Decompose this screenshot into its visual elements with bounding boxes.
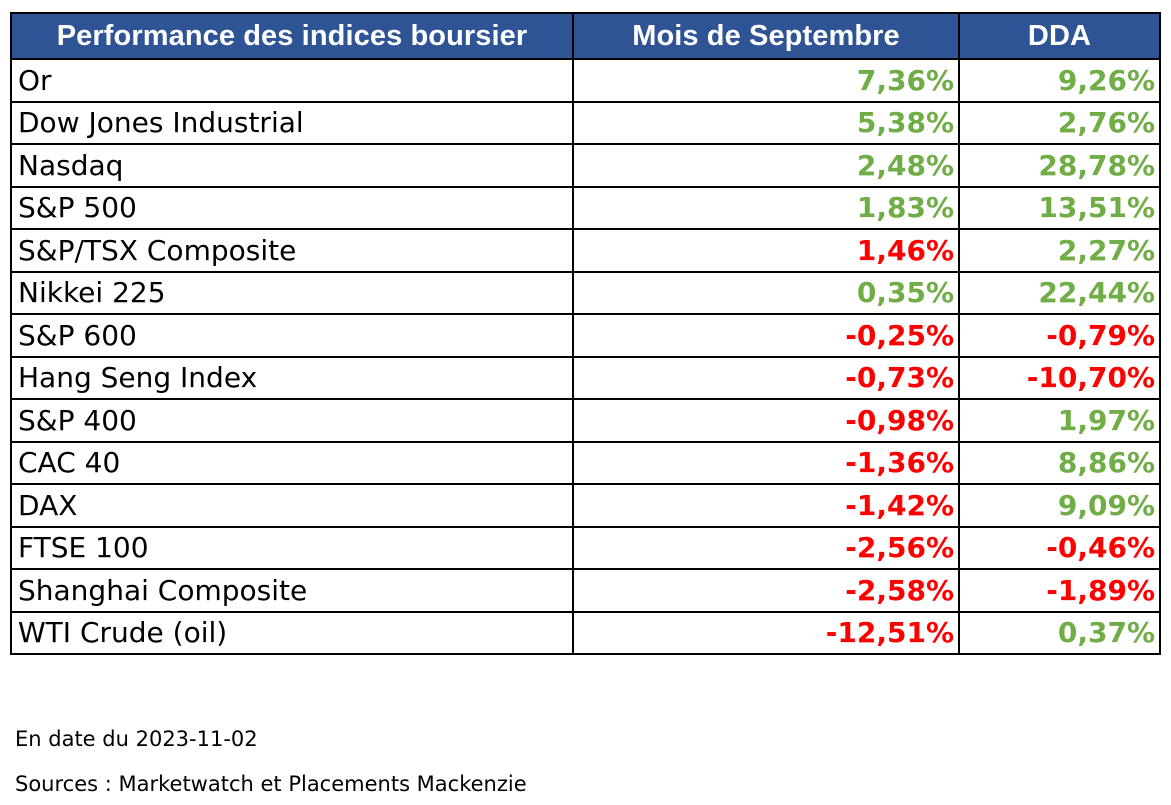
sources-note: Sources : Marketwatch et Placements Mack…	[15, 772, 527, 796]
month-performance-cell: -0,73%	[572, 355, 960, 400]
month-performance-cell: 7,36%	[572, 58, 960, 103]
table-row: WTI Crude (oil) -12,51% 0,37%	[10, 610, 1161, 655]
month-performance-cell: 1,46%	[572, 228, 960, 273]
table-header: Performance des indices boursier Mois de…	[10, 12, 1161, 60]
table-row: S&P 400 -0,98% 1,97%	[10, 398, 1161, 443]
month-performance-cell: -12,51%	[572, 610, 960, 655]
index-name-cell: S&P/TSX Composite	[10, 228, 574, 273]
index-name-cell: Shanghai Composite	[10, 568, 574, 613]
ytd-performance-cell: -0,79%	[958, 313, 1161, 358]
ytd-performance-cell: 2,27%	[958, 228, 1161, 273]
ytd-performance-cell: 9,26%	[958, 58, 1161, 103]
ytd-performance-cell: 13,51%	[958, 185, 1161, 230]
table-row: Nasdaq 2,48% 28,78%	[10, 143, 1161, 188]
month-performance-cell: -2,56%	[572, 525, 960, 570]
month-performance-cell: 2,48%	[572, 143, 960, 188]
table-row: CAC 40 -1,36% 8,86%	[10, 440, 1161, 485]
performance-table: Performance des indices boursier Mois de…	[10, 12, 1161, 655]
month-performance-cell: -2,58%	[572, 568, 960, 613]
table-row: S&P 500 1,83% 13,51%	[10, 185, 1161, 230]
month-performance-cell: 0,35%	[572, 270, 960, 315]
table-row: Or 7,36% 9,26%	[10, 58, 1161, 103]
month-performance-cell: 5,38%	[572, 100, 960, 145]
table-row: Hang Seng Index -0,73% -10,70%	[10, 355, 1161, 400]
header-month: Mois de Septembre	[572, 12, 960, 60]
ytd-performance-cell: -1,89%	[958, 568, 1161, 613]
table-row: S&P 600 -0,25% -0,79%	[10, 313, 1161, 358]
ytd-performance-cell: 8,86%	[958, 440, 1161, 485]
index-name-cell: S&P 500	[10, 185, 574, 230]
index-name-cell: Or	[10, 58, 574, 103]
month-performance-cell: -1,42%	[572, 483, 960, 528]
ytd-performance-cell: 9,09%	[958, 483, 1161, 528]
ytd-performance-cell: 22,44%	[958, 270, 1161, 315]
index-name-cell: DAX	[10, 483, 574, 528]
table-row: Dow Jones Industrial 5,38% 2,76%	[10, 100, 1161, 145]
table-row: Shanghai Composite -2,58% -1,89%	[10, 568, 1161, 613]
month-performance-cell: -0,25%	[572, 313, 960, 358]
header-index-name: Performance des indices boursier	[10, 12, 574, 60]
header-row: Performance des indices boursier Mois de…	[10, 12, 1161, 60]
index-name-cell: S&P 400	[10, 398, 574, 443]
ytd-performance-cell: 28,78%	[958, 143, 1161, 188]
month-performance-cell: -0,98%	[572, 398, 960, 443]
table-row: Nikkei 225 0,35% 22,44%	[10, 270, 1161, 315]
ytd-performance-cell: 1,97%	[958, 398, 1161, 443]
index-name-cell: WTI Crude (oil)	[10, 610, 574, 655]
table-row: DAX -1,42% 9,09%	[10, 483, 1161, 528]
table-row: FTSE 100 -2,56% -0,46%	[10, 525, 1161, 570]
header-ytd: DDA	[958, 12, 1161, 60]
month-performance-cell: -1,36%	[572, 440, 960, 485]
table-body: Or 7,36% 9,26% Dow Jones Industrial 5,38% 2,7…	[10, 58, 1161, 655]
month-performance-cell: 1,83%	[572, 185, 960, 230]
index-name-cell: S&P 600	[10, 313, 574, 358]
index-name-cell: Hang Seng Index	[10, 355, 574, 400]
table-row: S&P/TSX Composite 1,46% 2,27%	[10, 228, 1161, 273]
index-name-cell: Nasdaq	[10, 143, 574, 188]
date-note: En date du 2023-11-02	[15, 727, 258, 751]
ytd-performance-cell: -0,46%	[958, 525, 1161, 570]
index-name-cell: FTSE 100	[10, 525, 574, 570]
index-name-cell: CAC 40	[10, 440, 574, 485]
ytd-performance-cell: -10,70%	[958, 355, 1161, 400]
ytd-performance-cell: 2,76%	[958, 100, 1161, 145]
index-name-cell: Nikkei 225	[10, 270, 574, 315]
ytd-performance-cell: 0,37%	[958, 610, 1161, 655]
index-name-cell: Dow Jones Industrial	[10, 100, 574, 145]
